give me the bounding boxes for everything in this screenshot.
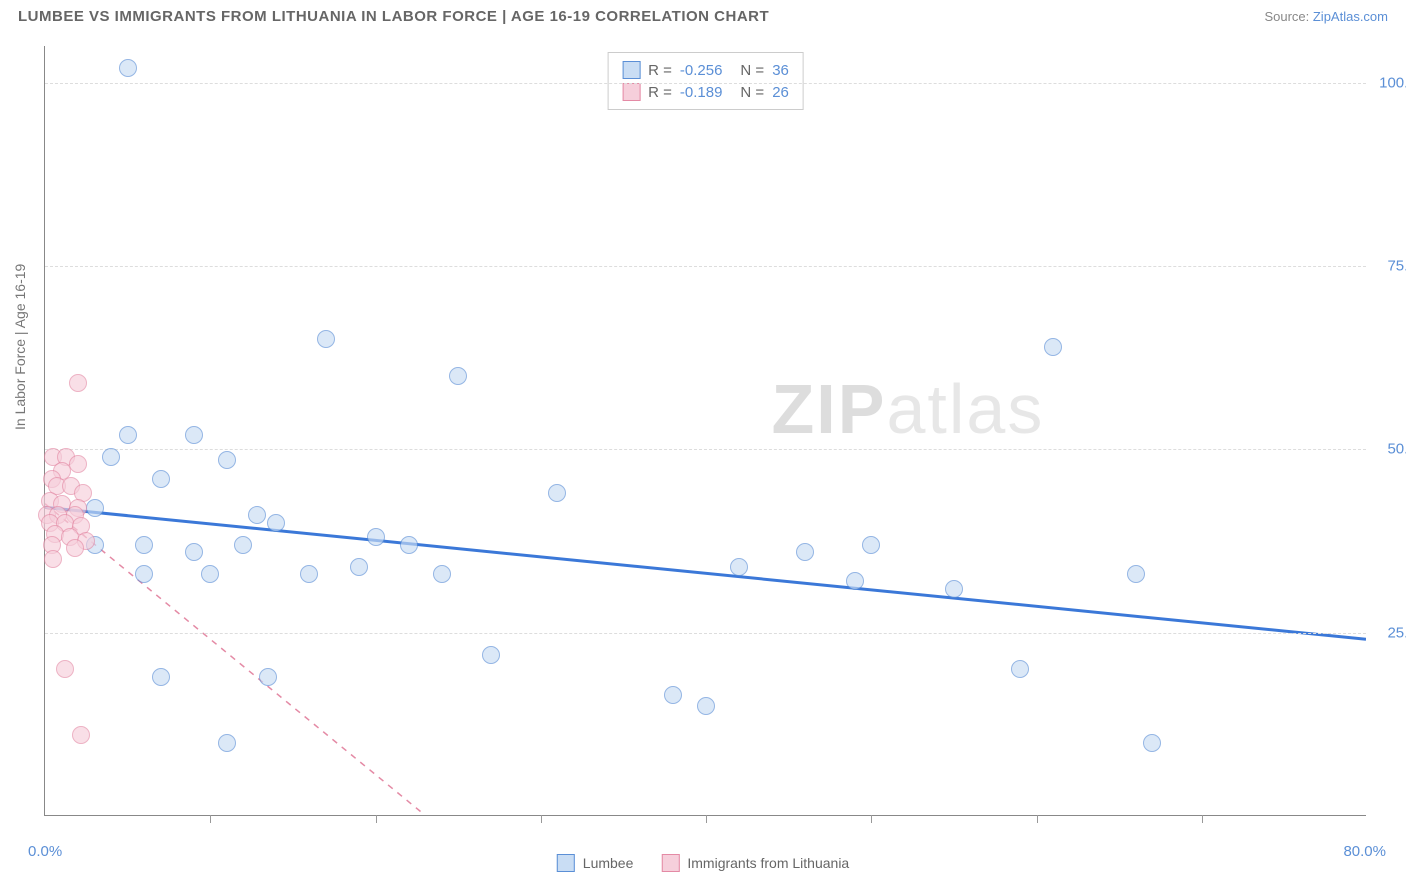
legend-label: Lumbee (583, 855, 634, 871)
data-point (86, 499, 104, 517)
data-point (862, 536, 880, 554)
data-point (135, 536, 153, 554)
data-point (846, 572, 864, 590)
trend-line (45, 504, 425, 815)
gridline (45, 266, 1366, 267)
data-point (317, 330, 335, 348)
data-point (152, 470, 170, 488)
data-point (449, 367, 467, 385)
legend-item: Lumbee (557, 854, 634, 872)
data-point (400, 536, 418, 554)
source-attribution: Source: ZipAtlas.com (1264, 9, 1388, 24)
data-point (185, 426, 203, 444)
data-point (259, 668, 277, 686)
data-point (201, 565, 219, 583)
gridline (45, 449, 1366, 450)
stat-n-value: 26 (772, 84, 789, 101)
data-point (1143, 734, 1161, 752)
x-axis-max-label: 80.0% (1343, 843, 1386, 860)
data-point (72, 726, 90, 744)
correlation-stats-legend: R = -0.256 N = 36 R = -0.189 N = 26 (607, 52, 804, 110)
data-point (1044, 338, 1062, 356)
legend-swatch (557, 854, 575, 872)
stat-n-label: N = (740, 62, 764, 79)
stats-row: R = -0.256 N = 36 (622, 59, 789, 81)
stats-row: R = -0.189 N = 26 (622, 81, 789, 103)
legend-swatch (622, 61, 640, 79)
y-tick-label: 100.0% (1374, 74, 1406, 91)
data-point (152, 668, 170, 686)
y-axis-label: In Labor Force | Age 16-19 (12, 264, 28, 430)
data-point (102, 448, 120, 466)
source-link[interactable]: ZipAtlas.com (1313, 9, 1388, 24)
data-point (56, 660, 74, 678)
trend-line (45, 507, 1366, 639)
data-point (350, 558, 368, 576)
x-tick (376, 815, 377, 823)
stat-n-label: N = (740, 84, 764, 101)
x-tick (1037, 815, 1038, 823)
data-point (66, 539, 84, 557)
x-axis-min-label: 0.0% (28, 843, 62, 860)
legend-swatch (622, 83, 640, 101)
data-point (267, 514, 285, 532)
gridline (45, 633, 1366, 634)
data-point (730, 558, 748, 576)
legend-swatch (661, 854, 679, 872)
data-point (367, 528, 385, 546)
data-point (697, 697, 715, 715)
gridline (45, 83, 1366, 84)
data-point (69, 374, 87, 392)
stat-r-label: R = (648, 62, 672, 79)
chart-plot-area: ZIPatlas R = -0.256 N = 36 R = -0.189 N = 2… (44, 46, 1366, 816)
y-tick-label: 50.0% (1374, 441, 1406, 458)
x-tick (210, 815, 211, 823)
x-tick (541, 815, 542, 823)
data-point (433, 565, 451, 583)
data-point (1011, 660, 1029, 678)
y-tick-label: 75.0% (1374, 258, 1406, 275)
watermark: ZIPatlas (772, 369, 1045, 449)
legend-item: Immigrants from Lithuania (661, 854, 849, 872)
data-point (1127, 565, 1145, 583)
data-point (945, 580, 963, 598)
stat-n-value: 36 (772, 62, 789, 79)
x-tick (1202, 815, 1203, 823)
data-point (44, 550, 62, 568)
data-point (796, 543, 814, 561)
legend-label: Immigrants from Lithuania (687, 855, 849, 871)
data-point (300, 565, 318, 583)
data-point (185, 543, 203, 561)
chart-title: LUMBEE VS IMMIGRANTS FROM LITHUANIA IN L… (18, 8, 769, 25)
series-legend: Lumbee Immigrants from Lithuania (557, 854, 849, 872)
x-tick (871, 815, 872, 823)
data-point (135, 565, 153, 583)
data-point (218, 451, 236, 469)
stat-r-value: -0.256 (680, 62, 723, 79)
data-point (69, 455, 87, 473)
data-point (119, 426, 137, 444)
data-point (548, 484, 566, 502)
data-point (119, 59, 137, 77)
data-point (248, 506, 266, 524)
stat-r-label: R = (648, 84, 672, 101)
stat-r-value: -0.189 (680, 84, 723, 101)
data-point (482, 646, 500, 664)
y-tick-label: 25.0% (1374, 624, 1406, 641)
data-point (234, 536, 252, 554)
x-tick (706, 815, 707, 823)
data-point (218, 734, 236, 752)
data-point (664, 686, 682, 704)
